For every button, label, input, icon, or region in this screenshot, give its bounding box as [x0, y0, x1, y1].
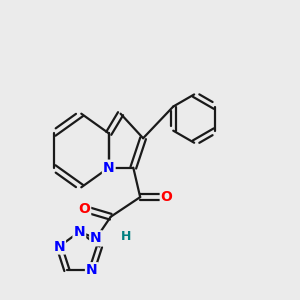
- Text: O: O: [78, 202, 90, 216]
- Text: N: N: [53, 239, 65, 254]
- Text: N: N: [90, 231, 102, 245]
- Text: H: H: [121, 230, 131, 243]
- Text: N: N: [103, 161, 115, 175]
- Text: N: N: [74, 225, 85, 239]
- Text: O: O: [161, 190, 172, 204]
- Text: N: N: [86, 263, 98, 277]
